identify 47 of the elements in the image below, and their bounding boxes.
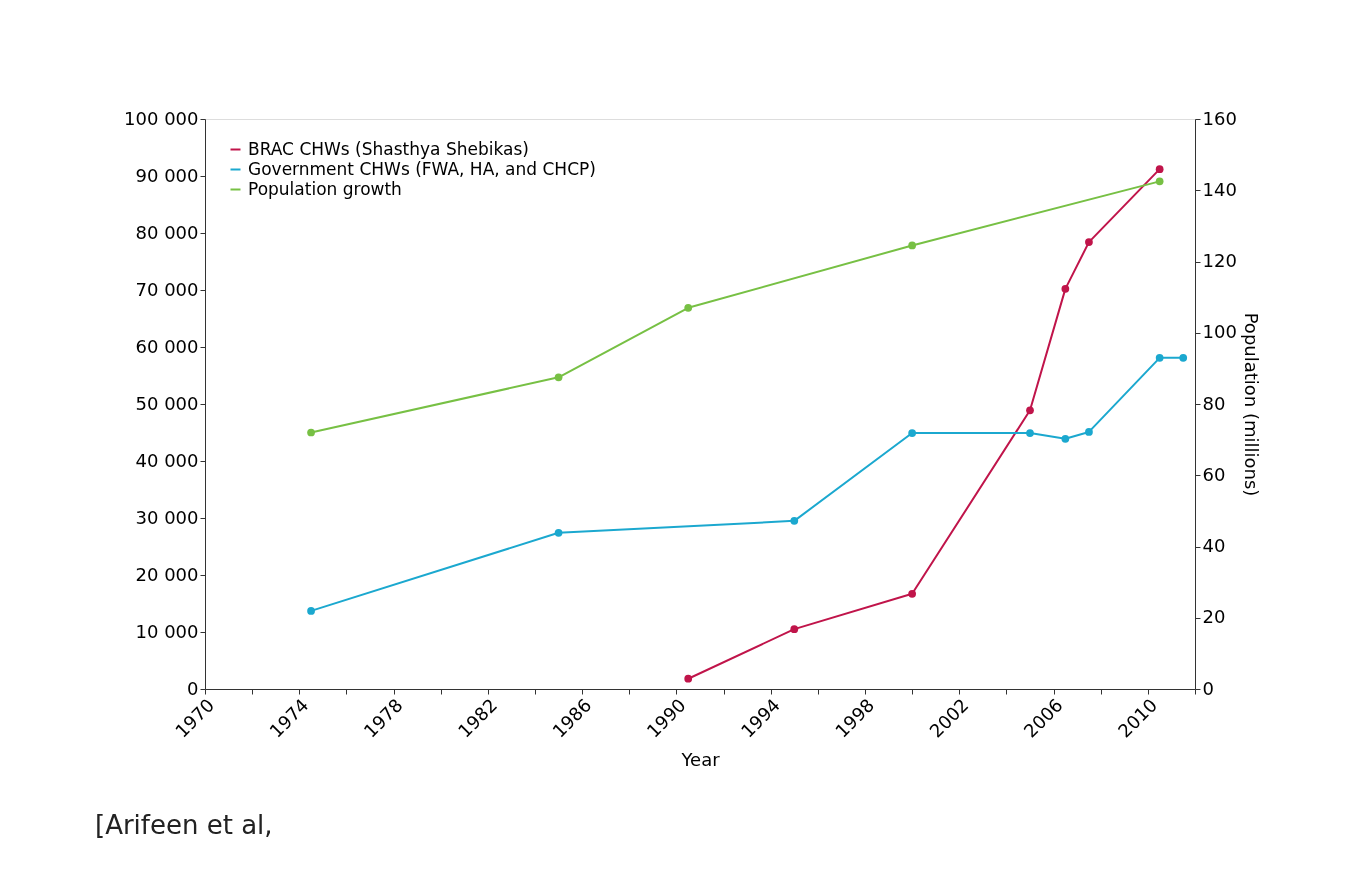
y2-tick-label: 20: [1202, 606, 1226, 628]
point: [1155, 353, 1164, 362]
y-tick-label: 90 000: [135, 164, 199, 186]
legend-label: Government CHWs (FWA, HA, and CHCP): [248, 158, 596, 179]
y2-tick-label: 160: [1202, 107, 1237, 129]
point: [1155, 165, 1164, 174]
y2-tick-label: 120: [1202, 250, 1237, 271]
point: [307, 428, 315, 437]
y-tick-label: 20 000: [135, 563, 199, 585]
y-tick-label: 30 000: [135, 506, 199, 528]
point: [908, 589, 917, 598]
y2-tick-label: 140: [1202, 178, 1237, 200]
point: [1085, 238, 1093, 246]
point: [908, 241, 917, 250]
point: [1061, 434, 1070, 443]
point: [1155, 177, 1164, 186]
point: [1026, 429, 1034, 437]
point: [684, 674, 693, 683]
point: [1085, 428, 1093, 436]
y-tick-label: 50 000: [135, 392, 199, 414]
y2-tick-label: 0: [1202, 677, 1214, 699]
y2-tick-label: 40: [1202, 535, 1226, 556]
y-tick-label: 60 000: [135, 335, 199, 357]
text: [Arifeen et al,: [95, 810, 273, 840]
point: [1061, 284, 1070, 293]
y-tick-label: 100 000: [124, 107, 199, 129]
point: [1026, 406, 1034, 415]
y2-tick-label: 80: [1202, 392, 1226, 414]
y2-tick-label: 60: [1202, 463, 1226, 485]
y-tick-label: 70 000: [135, 278, 199, 300]
point: [554, 528, 563, 537]
x-axis-title: Year: [680, 748, 721, 770]
point: [790, 516, 799, 525]
legend-label: Population growth: [248, 178, 402, 199]
point: [307, 607, 315, 615]
y-tick-label: 10 000: [135, 620, 199, 642]
point: [1179, 353, 1188, 362]
point: [790, 625, 799, 634]
legend-label: BRAC CHWs (Shasthya Shebikas): [248, 138, 529, 159]
y2-tick-label: 100: [1202, 321, 1237, 343]
y-tick-label: 40 000: [135, 449, 199, 471]
y-tick-label: 0: [187, 677, 199, 699]
point: [554, 373, 563, 382]
y2-axis-title: Population (millions): [1240, 312, 1262, 497]
point: [684, 303, 693, 312]
y-tick-label: 80 000: [135, 221, 199, 243]
point: [908, 429, 917, 437]
